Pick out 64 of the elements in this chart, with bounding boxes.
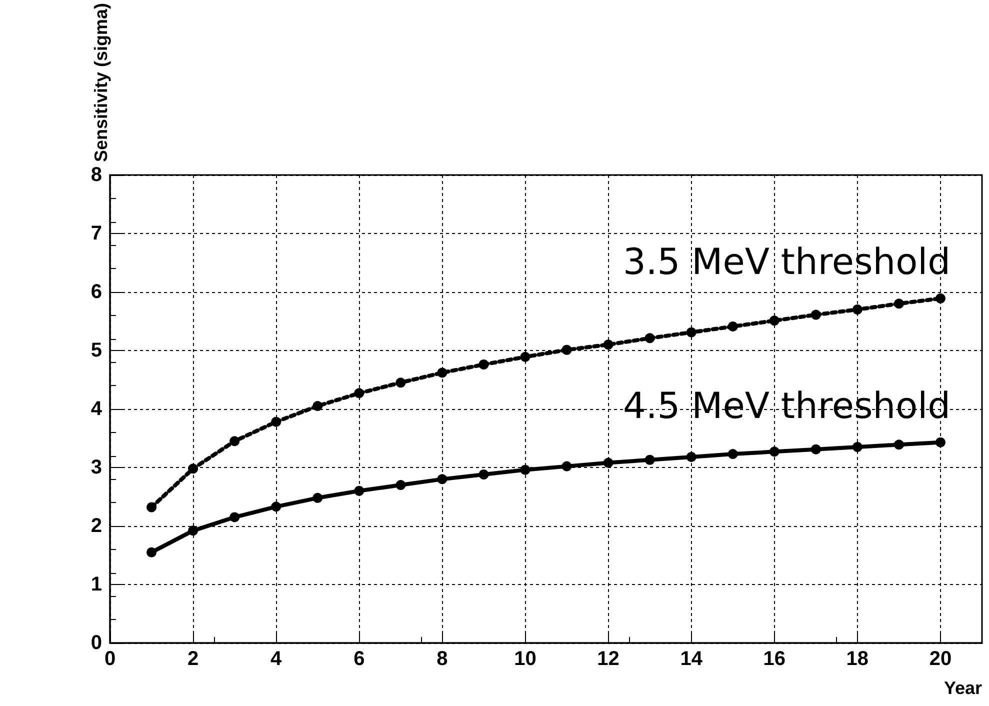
- point: [230, 512, 240, 522]
- y-tick-label: 8: [90, 164, 102, 186]
- x-tick-label: 6: [354, 648, 365, 670]
- point: [728, 449, 738, 460]
- y-tick-label: 1: [90, 573, 102, 596]
- point: [728, 321, 738, 332]
- x-tick-label: 0: [104, 648, 116, 670]
- point: [146, 502, 157, 512]
- point: [396, 480, 406, 490]
- point: [562, 344, 572, 355]
- x-tick-label: 2: [187, 648, 199, 670]
- point: [603, 340, 614, 350]
- y-tick-label: 0: [90, 632, 102, 654]
- point: [686, 327, 696, 338]
- point: [894, 440, 904, 450]
- series-label: 3.5 MeV threshold: [622, 242, 950, 283]
- y-tick-label: 5: [90, 339, 102, 362]
- point: [520, 352, 530, 362]
- x-tick-label: 18: [846, 648, 869, 670]
- point: [437, 474, 448, 484]
- point: [188, 464, 198, 474]
- y-tick-label: 6: [90, 280, 102, 303]
- point: [769, 446, 780, 457]
- point: [312, 401, 323, 412]
- point: [810, 444, 821, 454]
- x-tick-label: 14: [680, 648, 704, 670]
- x-tick-label: 8: [436, 648, 448, 670]
- point: [769, 316, 780, 326]
- x-tick-label: 16: [763, 648, 786, 670]
- y-tick-label: 2: [90, 514, 102, 537]
- point: [478, 360, 489, 370]
- x-tick-label: 10: [514, 648, 536, 670]
- series-label: 4.5 MeV threshold: [622, 386, 950, 427]
- point: [396, 378, 406, 388]
- point: [312, 492, 323, 503]
- point: [894, 298, 904, 309]
- y-tick-label: 4: [90, 398, 103, 420]
- point: [810, 310, 821, 320]
- point: [644, 454, 655, 465]
- x-axis-title: Year: [944, 678, 982, 698]
- point: [686, 452, 696, 462]
- point: [852, 304, 862, 315]
- point: [188, 526, 198, 536]
- point: [603, 458, 614, 468]
- x-tick-label: 20: [929, 648, 952, 670]
- point: [520, 464, 530, 475]
- y-axis-title: Sensitivity (sigma): [91, 2, 111, 162]
- y-tick-label: 3: [90, 456, 102, 478]
- point: [935, 437, 946, 448]
- point: [478, 470, 489, 480]
- point: [146, 547, 157, 558]
- point: [437, 368, 448, 378]
- point: [354, 388, 364, 398]
- point: [935, 293, 946, 304]
- y-tick-label: 7: [90, 222, 102, 244]
- point: [644, 333, 655, 344]
- point: [852, 442, 862, 452]
- point: [230, 436, 240, 446]
- point: [562, 461, 572, 472]
- x-tick-label: 4: [270, 648, 283, 670]
- point: [271, 416, 282, 427]
- x-tick-label: 12: [597, 648, 620, 670]
- point: [271, 502, 282, 512]
- point: [354, 486, 364, 496]
